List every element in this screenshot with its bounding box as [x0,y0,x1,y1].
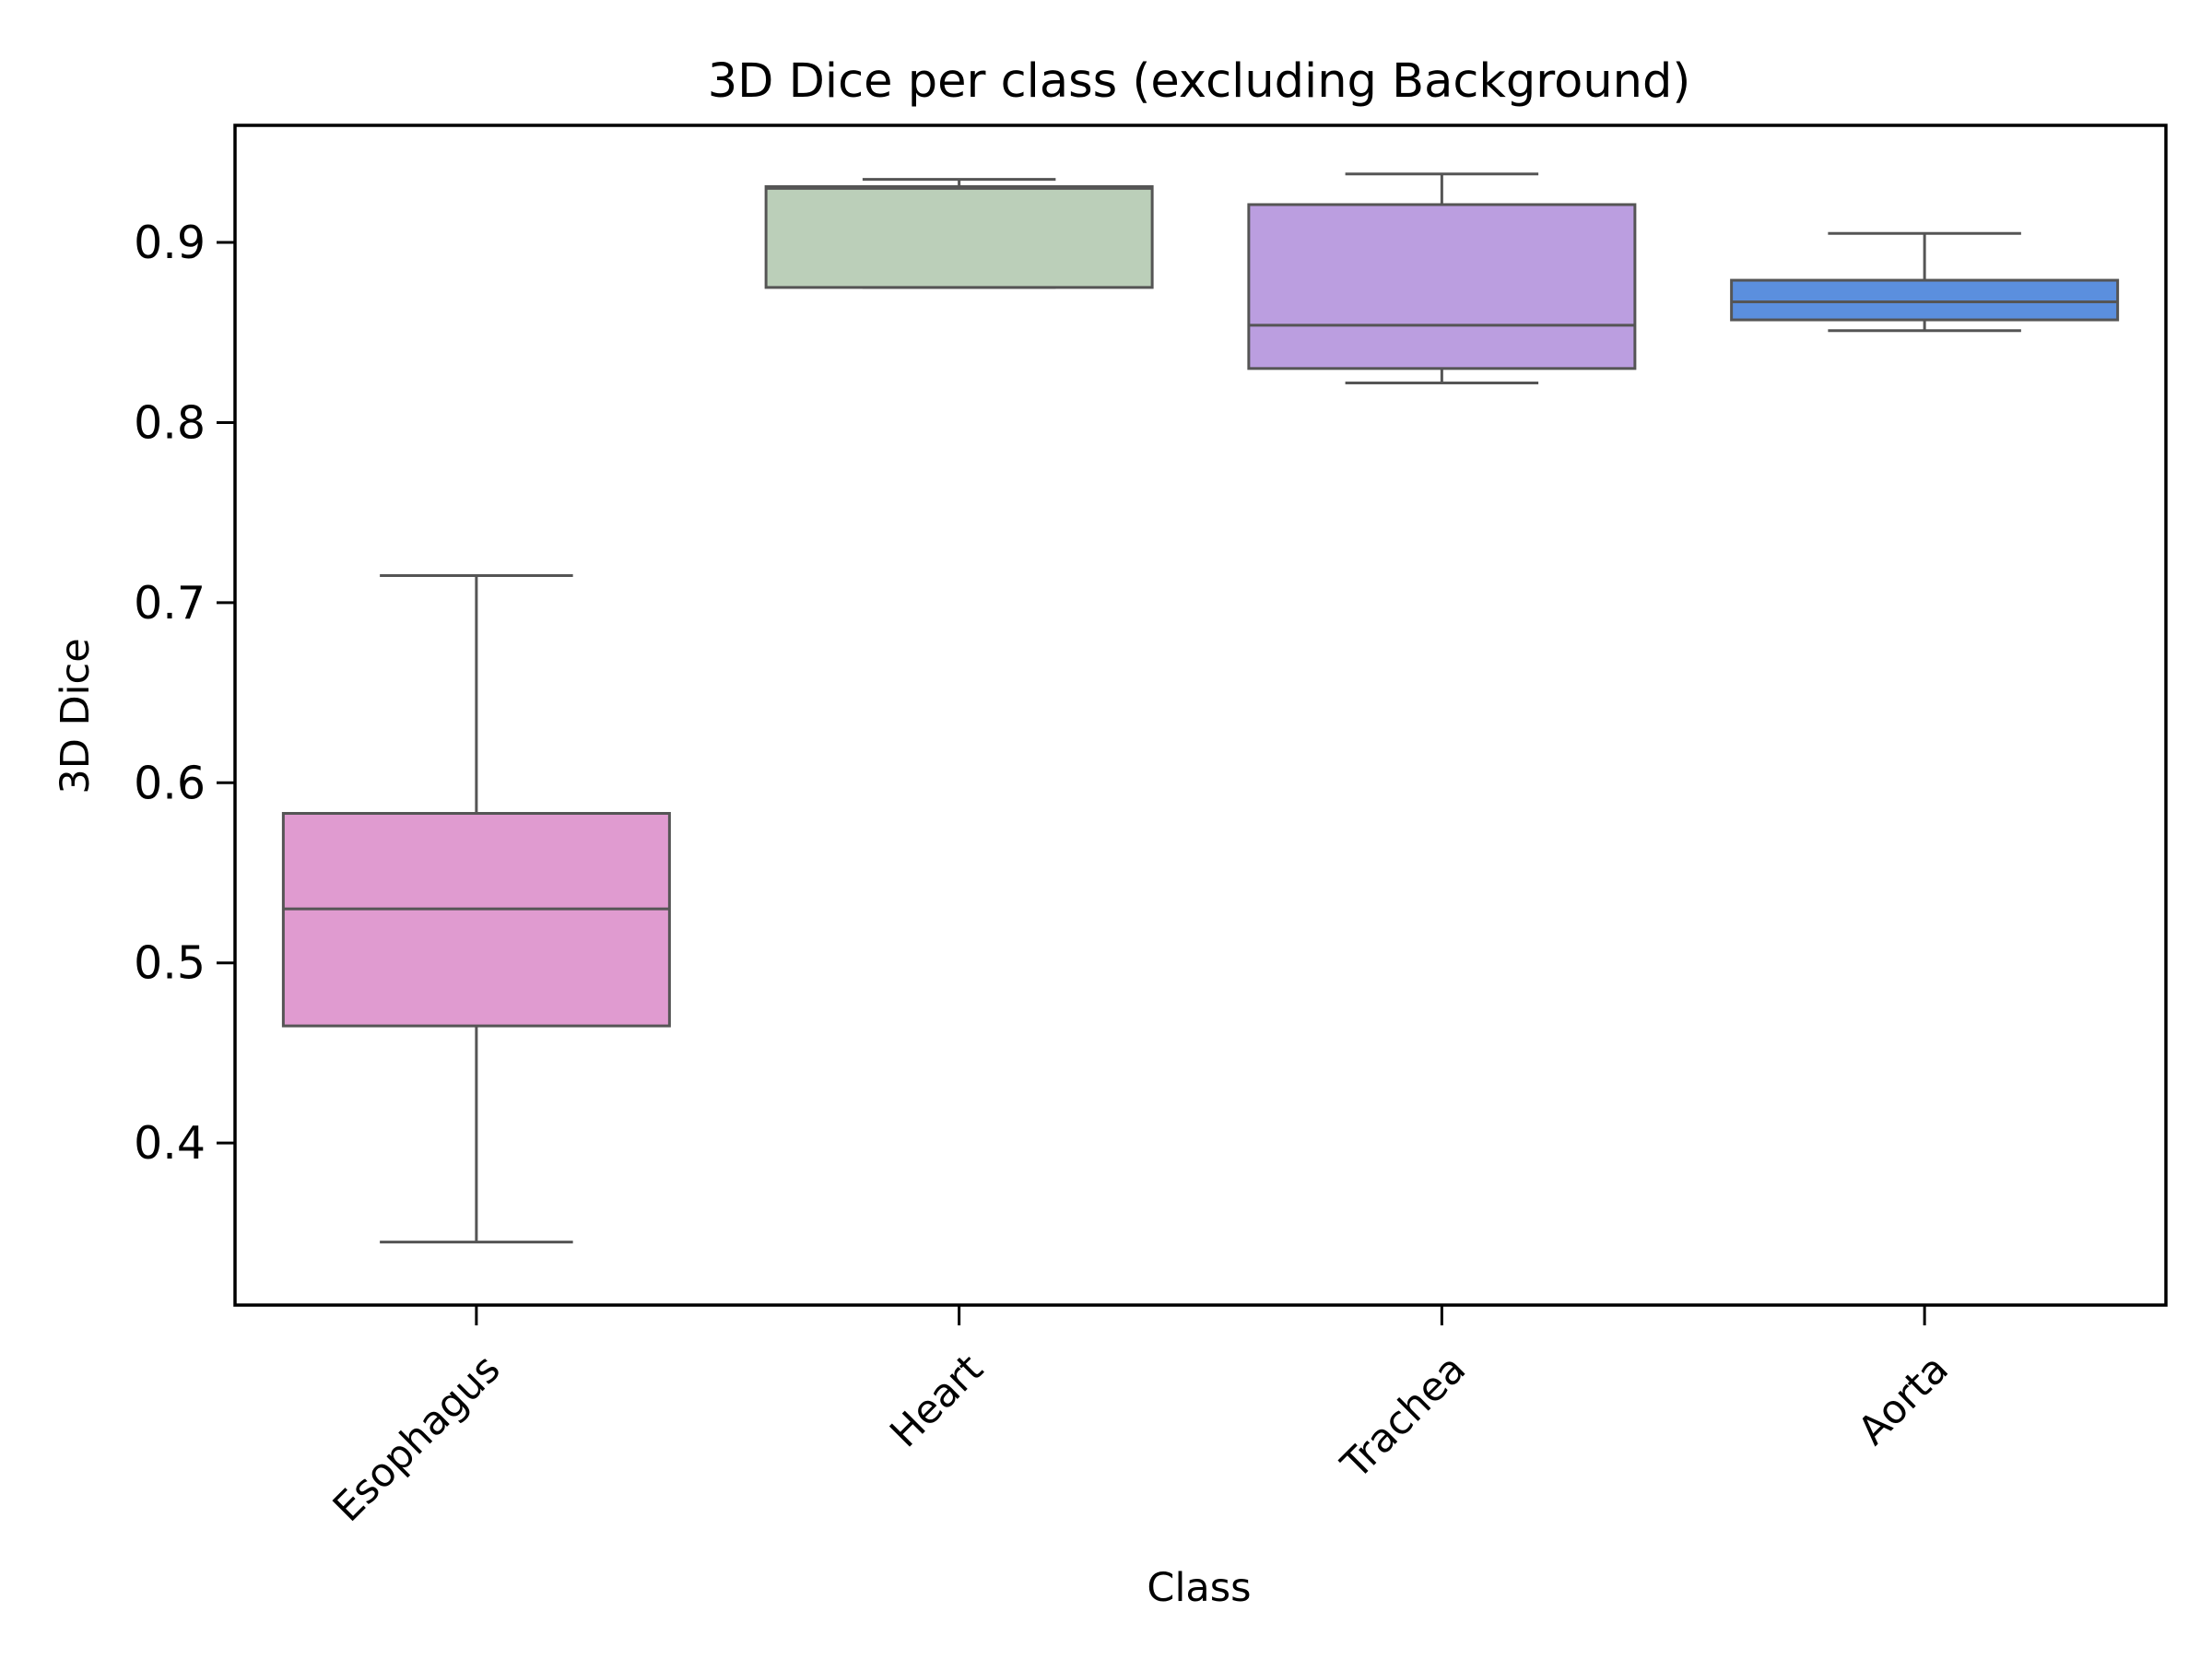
x-tick-label: Aorta [1850,1346,1958,1453]
box-esophagus [281,574,671,1244]
box-aorta [1730,231,2120,333]
plot-marks [281,172,2120,1244]
y-tick-label: 0.8 [134,396,206,449]
y-tick-label: 0.6 [134,757,206,809]
y-tick-label: 0.5 [134,937,206,990]
x-tick-label: Esophagus [324,1346,510,1531]
box-trachea [1247,172,1637,384]
box-body [1247,203,1637,371]
x-tick-label: Trachea [1333,1346,1476,1488]
x-axis-label: Class [1147,1565,1251,1611]
x-axis: Esophagus Heart Trachea Aorta [324,1305,1958,1531]
box-body [1730,278,2120,322]
y-tick-label: 0.9 [134,217,206,269]
y-axis-label: 3D Dice [53,638,99,794]
box-heart [764,178,1154,289]
y-tick-label: 0.4 [134,1117,206,1170]
plot-frame [233,124,2168,1307]
chart-title: 3D Dice per class (excluding Background) [708,54,1691,109]
x-tick-label: Heart [881,1346,992,1456]
box-body [281,812,671,1028]
y-axis: 0.4 0.5 0.6 0.7 0.8 0.9 [134,217,235,1170]
box-body [764,184,1154,289]
y-tick-label: 0.7 [134,577,206,629]
